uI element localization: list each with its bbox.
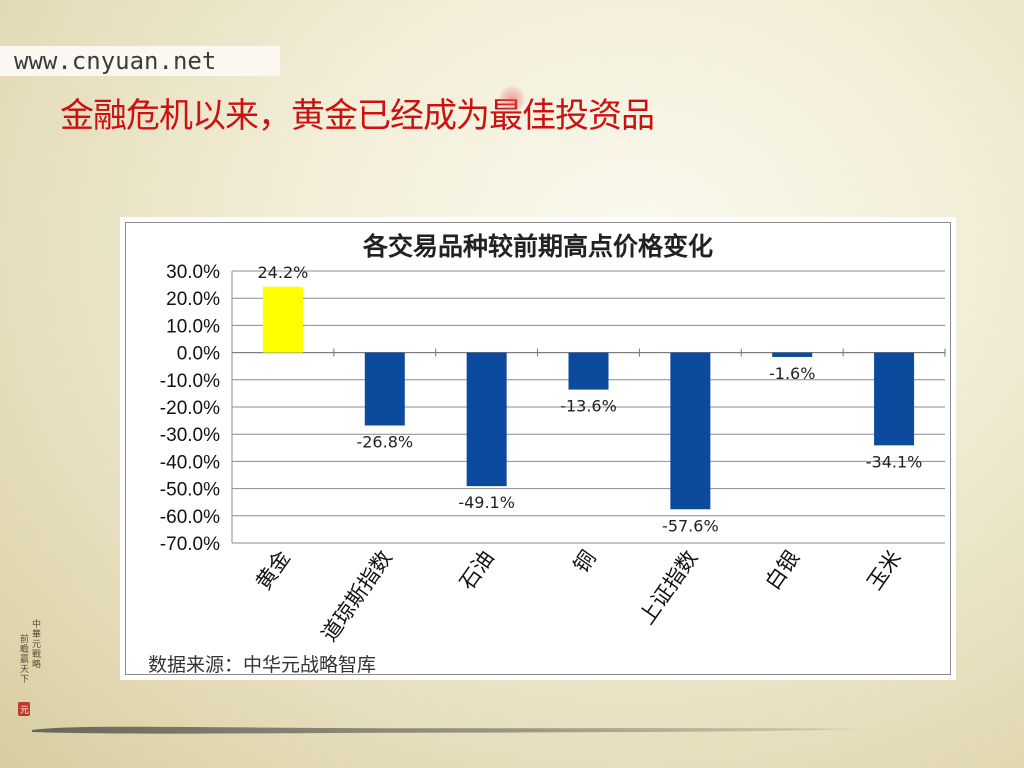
y-tick-label: -20.0% xyxy=(160,398,220,419)
bar xyxy=(466,352,507,487)
y-tick-label: -30.0% xyxy=(160,425,220,446)
svg-text:天: 天 xyxy=(20,665,29,675)
data-label: -49.1% xyxy=(458,493,515,512)
svg-text:中: 中 xyxy=(32,618,41,630)
site-url: www.cnyuan.net xyxy=(0,46,280,76)
bar-chart: 各交易品种较前期高点价格变化 30.0% 20.0% 10.0% 0.0% -10.0%… xyxy=(120,217,956,680)
y-tick-label: 20.0% xyxy=(166,289,220,310)
bar xyxy=(670,352,711,510)
category-label: 白银 xyxy=(761,546,805,594)
svg-text:華: 華 xyxy=(32,628,41,640)
data-label: -57.6% xyxy=(662,516,719,535)
category-label: 石油 xyxy=(455,546,499,594)
category-label: 道琼斯指数 xyxy=(317,546,397,646)
svg-text:元: 元 xyxy=(20,706,29,716)
source-note: 数据来源：中华元战略智库 xyxy=(148,654,377,676)
y-tick-label: -50.0% xyxy=(160,480,220,501)
bar xyxy=(874,352,915,446)
category-label: 铜 xyxy=(569,546,601,577)
bar xyxy=(568,352,609,390)
svg-text:略: 略 xyxy=(32,658,41,670)
svg-text:元: 元 xyxy=(32,640,41,650)
chart-plot-area: 30.0% 20.0% 10.0% 0.0% -10.0% -20.0% -30.0% -40… xyxy=(160,262,946,646)
bar xyxy=(364,352,405,426)
chart-border xyxy=(125,222,951,675)
data-label: 24.2% xyxy=(258,263,309,282)
bar xyxy=(262,286,303,353)
category-label: 玉米 xyxy=(862,546,906,594)
pointer-dot xyxy=(499,86,525,112)
data-label: -26.8% xyxy=(356,432,413,451)
y-tick-label: -40.0% xyxy=(160,452,220,473)
bar xyxy=(772,352,813,357)
data-label: -1.6% xyxy=(769,364,815,383)
y-tick-label: -70.0% xyxy=(160,534,220,555)
y-tick-label: 30.0% xyxy=(166,262,220,283)
y-tick-label: -10.0% xyxy=(160,371,220,392)
slide-headline: 金融危机以来，黄金已经成为最佳投资品 xyxy=(60,96,655,136)
svg-text:戰: 戰 xyxy=(32,648,41,660)
category-label: 上证指数 xyxy=(635,546,703,629)
data-label: -34.1% xyxy=(866,452,923,471)
chart-title: 各交易品种较前期高点价格变化 xyxy=(362,232,713,261)
svg-text:贏: 贏 xyxy=(20,653,29,665)
y-tick-label: -60.0% xyxy=(160,507,220,528)
svg-text:前: 前 xyxy=(20,633,29,645)
brush-stroke-divider xyxy=(32,726,858,734)
svg-text:下: 下 xyxy=(20,675,29,685)
svg-text:瞻: 瞻 xyxy=(20,643,29,655)
y-tick-label: 0.0% xyxy=(177,344,220,365)
y-tick-label: 10.0% xyxy=(166,316,220,337)
data-label: -13.6% xyxy=(560,397,617,416)
category-label: 黄金 xyxy=(251,546,295,594)
